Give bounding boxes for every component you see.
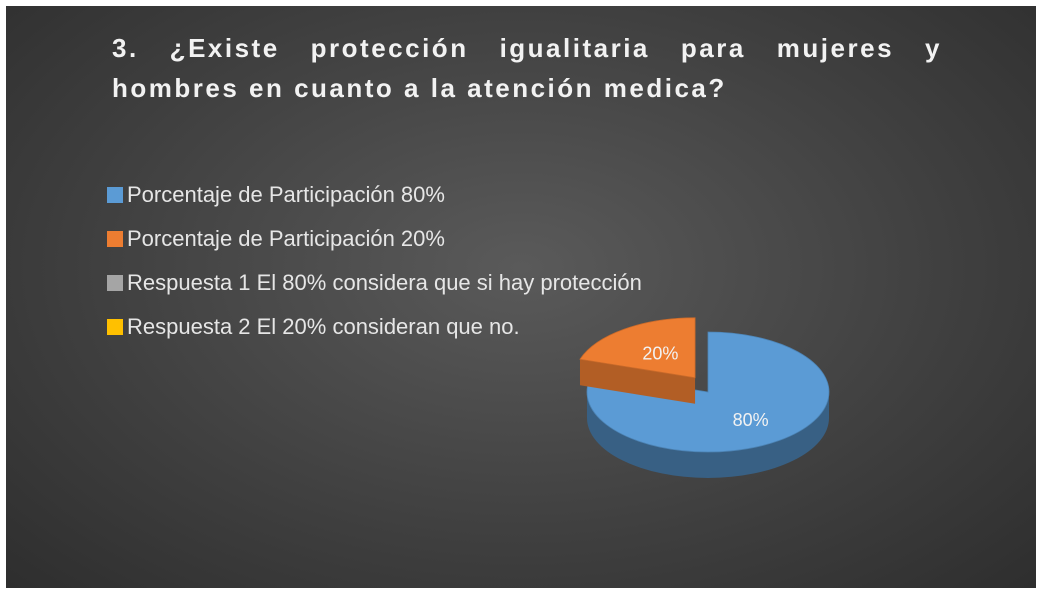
legend-swatch [107, 187, 123, 203]
slice [579, 317, 696, 379]
data-label: 20% [642, 343, 678, 363]
legend-label: Porcentaje de Participación 20% [127, 226, 445, 251]
legend-label: Respuesta 2 El 20% consideran que no. [127, 314, 520, 339]
chart-background [6, 6, 1036, 588]
slice [586, 331, 830, 453]
legend-swatch [107, 231, 123, 247]
legend-swatch [107, 319, 123, 335]
legend-swatch [107, 275, 123, 291]
chart-title: 3. ¿Existe protección igualitaria para m… [112, 33, 942, 103]
data-label: 80% [733, 410, 769, 430]
legend-label: Porcentaje de Participación 80% [127, 182, 445, 207]
slice-side [587, 392, 829, 478]
legend-label: Respuesta 1 El 80% considera que si hay … [127, 270, 642, 295]
slice-cut [579, 359, 696, 404]
